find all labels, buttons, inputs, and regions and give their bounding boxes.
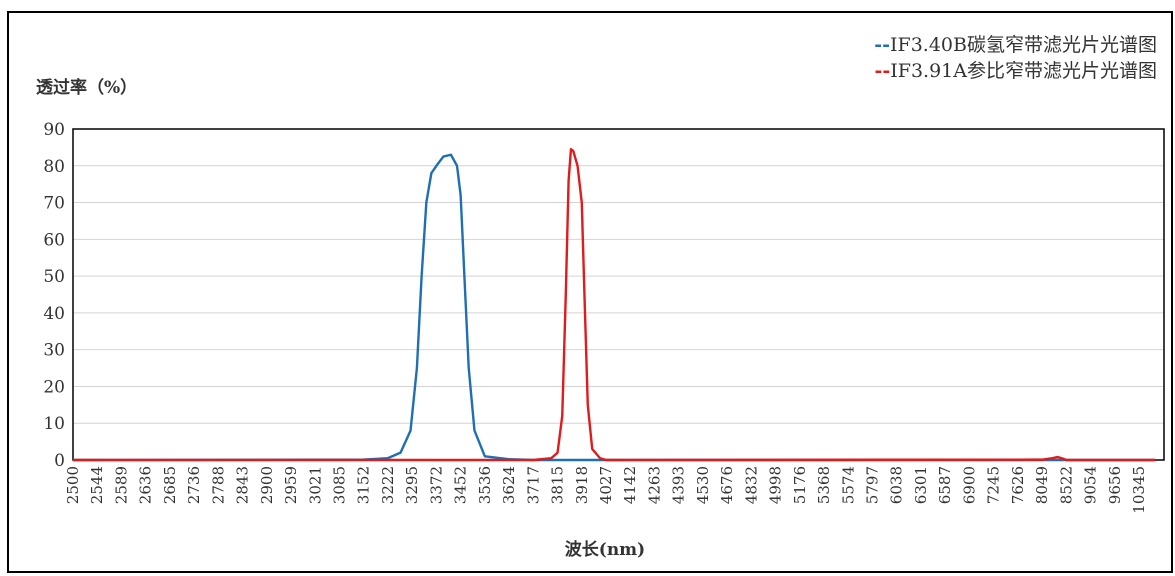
x-tick-label: 9656 [1106,466,1124,504]
x-tick-label: 2500 [64,466,82,504]
legend-label: IF3.91A参比窄带滤光片光谱图 [890,60,1157,82]
x-tick-label: 4832 [742,466,760,504]
x-tick-label: 10345 [1130,466,1148,514]
x-tick-label: 2900 [258,466,276,504]
x-tick-label: 4998 [767,466,785,504]
y-tick-label: 70 [43,194,65,214]
legend-marker: -- [874,34,890,56]
x-tick-label: 3085 [331,466,349,504]
x-tick-label: 2589 [112,466,130,504]
x-tick-label: 5574 [839,466,857,504]
x-tick-label: 4142 [621,466,639,504]
x-tick-label: 3021 [306,466,324,504]
x-tick-label: 3372 [427,466,445,504]
x-tick-label: 2544 [88,466,106,504]
x-tick-label: 3295 [403,466,421,504]
x-tick-label: 3152 [355,466,373,504]
legend-item-1: --IF3.40B碳氢窄带滤光片光谱图 [874,34,1157,56]
x-tick-label: 4530 [694,466,712,504]
x-tick-label: 2685 [161,466,179,504]
x-tick-label: 4393 [670,466,688,504]
x-tick-label: 5797 [864,466,882,504]
x-tick-label: 6900 [960,466,978,504]
x-tick-label: 2959 [282,466,300,504]
x-axis-label: 波长(nm) [565,539,645,560]
legend: --IF3.40B碳氢窄带滤光片光谱图--IF3.91A参比窄带滤光片光谱图 [874,34,1157,82]
x-tick-label: 2736 [185,466,203,504]
x-tick-label: 9054 [1082,466,1100,504]
legend-item-2: --IF3.91A参比窄带滤光片光谱图 [875,60,1158,82]
x-tick-label: 4027 [597,466,615,504]
grid-lines [73,165,1164,424]
x-tick-label: 6301 [912,466,930,504]
x-tick-label: 3536 [476,466,494,504]
series-lines [72,148,1155,462]
series-line-1 [72,153,1155,462]
y-tick-label: 10 [43,414,65,434]
y-tick-label: 90 [43,120,65,140]
x-tick-label: 7626 [1009,466,1027,504]
y-tick-label: 30 [43,341,65,361]
x-tick-label: 3222 [379,466,397,504]
x-tick-label: 4263 [645,466,663,504]
y-axis-ticks: 0 10 20 30 40 50 60 70 80 90 [43,120,65,471]
plot-area [72,128,1165,461]
x-tick-label: 3717 [524,466,542,504]
legend-marker: -- [875,60,891,82]
legend-label: IF3.40B碳氢窄带滤光片光谱图 [890,34,1157,56]
y-tick-label: 40 [43,304,65,324]
series-line-2 [73,148,1155,462]
x-tick-label: 2788 [209,466,227,504]
x-axis-ticks: 2500 2544 2589 2636 2685 2736 2788 2843 2900 2959… [64,466,1148,514]
x-tick-label: 3624 [500,466,518,504]
x-tick-label: 4676 [718,466,736,504]
x-tick-label: 2636 [137,466,155,504]
x-tick-label: 2843 [234,466,252,504]
y-axis-label: 透过率（%） [36,77,137,98]
y-tick-label: 20 [43,377,65,397]
x-tick-label: 7245 [985,466,1003,504]
x-tick-label: 5176 [791,466,809,504]
x-tick-label: 8049 [1033,466,1051,504]
x-tick-label: 8522 [1057,466,1075,504]
x-tick-label: 3815 [549,466,567,504]
y-tick-label: 0 [54,451,65,471]
y-tick-label: 60 [43,230,65,250]
x-tick-label: 5368 [815,466,833,504]
y-tick-label: 80 [43,157,65,177]
x-tick-label: 6587 [936,466,954,504]
y-tick-label: 50 [43,267,65,287]
x-tick-label: 6038 [888,466,906,504]
x-tick-label: 3452 [452,466,470,504]
x-tick-label: 3918 [573,466,591,504]
chart-frame [7,11,1173,573]
